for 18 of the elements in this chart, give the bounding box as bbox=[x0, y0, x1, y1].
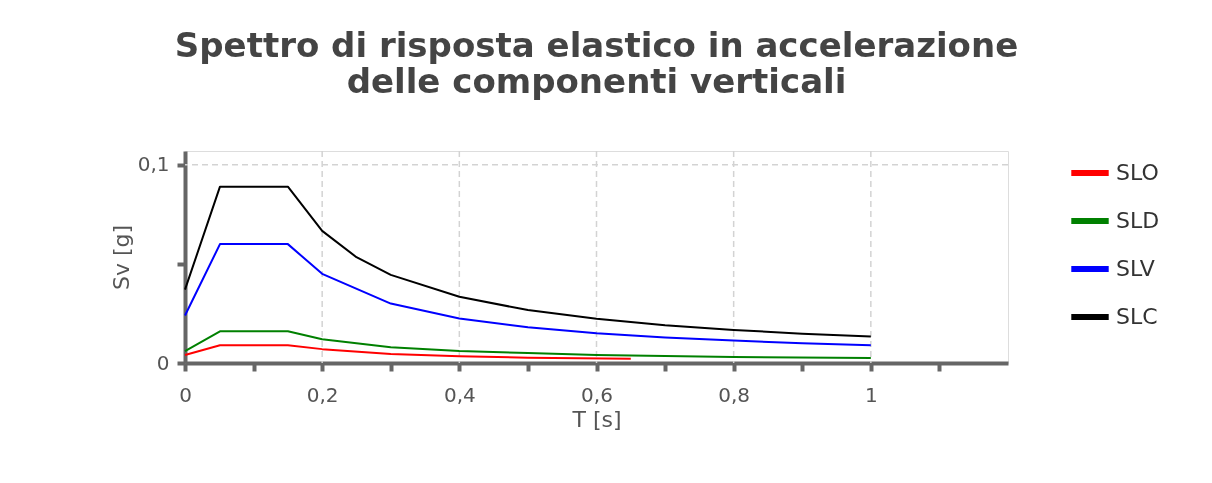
legend-label: SLV bbox=[1116, 256, 1155, 281]
legend-label: SLC bbox=[1116, 304, 1158, 329]
x-tick-label: 0,8 bbox=[718, 382, 751, 407]
x-tick-label: 0,6 bbox=[581, 382, 613, 407]
line-series bbox=[184, 344, 632, 360]
x-axis-title: T [s] bbox=[571, 406, 622, 432]
line-series bbox=[184, 243, 872, 347]
text: Spettro di risposta elastico in accelerazione bbox=[174, 25, 1019, 66]
x-tick-label: 1 bbox=[864, 382, 878, 407]
line-series bbox=[184, 330, 872, 360]
x-tick-label: 0,4 bbox=[443, 382, 476, 407]
legend-label: SLD bbox=[1116, 208, 1160, 233]
line-series bbox=[184, 185, 872, 338]
y-tick-label: 0,1 bbox=[137, 152, 170, 177]
y-axis-title: Sv [g] bbox=[108, 224, 134, 291]
x-tick-label: 0,2 bbox=[306, 382, 339, 407]
legend-label: SLO bbox=[1116, 160, 1159, 185]
x-tick-label: 0 bbox=[179, 382, 192, 407]
